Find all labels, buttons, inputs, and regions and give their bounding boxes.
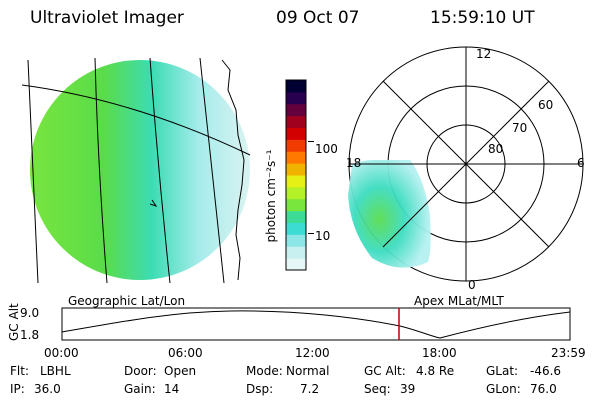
colorbar bbox=[285, 79, 307, 271]
colorbar-label-100: 100 bbox=[315, 142, 338, 156]
flt-key: Flt: bbox=[10, 364, 29, 378]
lat-label-70: 70 bbox=[512, 121, 528, 135]
colorbar-segment bbox=[286, 222, 306, 235]
colorbar-tick-10 bbox=[308, 233, 314, 234]
colorbar-segment bbox=[286, 80, 306, 93]
gain-key: Gain: bbox=[124, 382, 156, 396]
altitude-ytick-low: 1.8 bbox=[20, 328, 40, 342]
gain-value: 14 bbox=[164, 382, 180, 396]
mlt-label-0: 0 bbox=[468, 278, 476, 292]
seq-value: 39 bbox=[400, 382, 416, 396]
colorbar-segment bbox=[286, 139, 306, 152]
glat-value: -46.6 bbox=[530, 364, 562, 378]
instrument-title: Ultraviolet Imager bbox=[30, 8, 184, 28]
colorbar-label-10: 10 bbox=[315, 229, 331, 243]
dsp-value: 7.2 bbox=[300, 382, 320, 396]
colorbar-frame bbox=[285, 79, 307, 271]
altitude-xtick-1: 06:00 bbox=[168, 346, 203, 360]
colorbar-segment bbox=[286, 234, 306, 247]
colorbar-segment bbox=[286, 91, 306, 105]
mlt-label-12: 12 bbox=[476, 47, 492, 61]
colorbar-segment bbox=[286, 198, 306, 212]
colorbar-segment bbox=[286, 258, 306, 271]
altitude-xtick-3: 18:00 bbox=[422, 346, 457, 360]
altitude-xtick-4: 23:59 bbox=[551, 346, 586, 360]
glon-key: GLon: bbox=[486, 382, 521, 396]
altitude-ytick-high: 9.0 bbox=[20, 306, 40, 320]
colorbar-segment bbox=[286, 246, 306, 259]
colorbar-segment bbox=[286, 186, 306, 200]
colorbar-segment bbox=[286, 210, 306, 223]
colorbar-segment bbox=[286, 115, 306, 128]
lat-label-60: 60 bbox=[538, 98, 554, 112]
colorbar-segment bbox=[286, 127, 306, 140]
gcalt-key: GC Alt: bbox=[364, 364, 406, 378]
geographic-label: Geographic Lat/Lon bbox=[68, 294, 186, 308]
colorbar-tick-100 bbox=[308, 141, 314, 142]
colorbar-segment bbox=[286, 103, 306, 117]
apex-label: Apex MLat/MLT bbox=[414, 294, 504, 308]
glon-value: 76.0 bbox=[530, 382, 557, 396]
date-label: 09 Oct 07 bbox=[276, 8, 360, 28]
colorbar-segment bbox=[286, 163, 306, 176]
dsp-key: Dsp: bbox=[246, 382, 274, 396]
ip-value: 36.0 bbox=[34, 382, 61, 396]
altitude-ylabel: GC Alt bbox=[7, 303, 21, 341]
mode-value: Normal bbox=[286, 364, 330, 378]
time-label: 15:59:10 UT bbox=[430, 8, 535, 28]
mlt-label-6: 6 bbox=[577, 156, 585, 170]
door-value: Open bbox=[164, 364, 197, 378]
altitude-xtick-2: 12:00 bbox=[295, 346, 330, 360]
glat-key: GLat: bbox=[486, 364, 519, 378]
ip-key: IP: bbox=[10, 382, 25, 396]
colorbar-segment bbox=[286, 175, 306, 188]
lat-label-80: 80 bbox=[488, 142, 504, 156]
mode-key: Mode: bbox=[246, 364, 283, 378]
colorbar-segment bbox=[286, 151, 306, 164]
altitude-xtick-0: 00:00 bbox=[44, 346, 79, 360]
flt-value: LBHL bbox=[40, 364, 71, 378]
seq-key: Seq: bbox=[364, 382, 391, 396]
door-key: Door: bbox=[124, 364, 157, 378]
gcalt-value: 4.8 Re bbox=[416, 364, 455, 378]
mlt-label-18: 18 bbox=[346, 156, 362, 170]
